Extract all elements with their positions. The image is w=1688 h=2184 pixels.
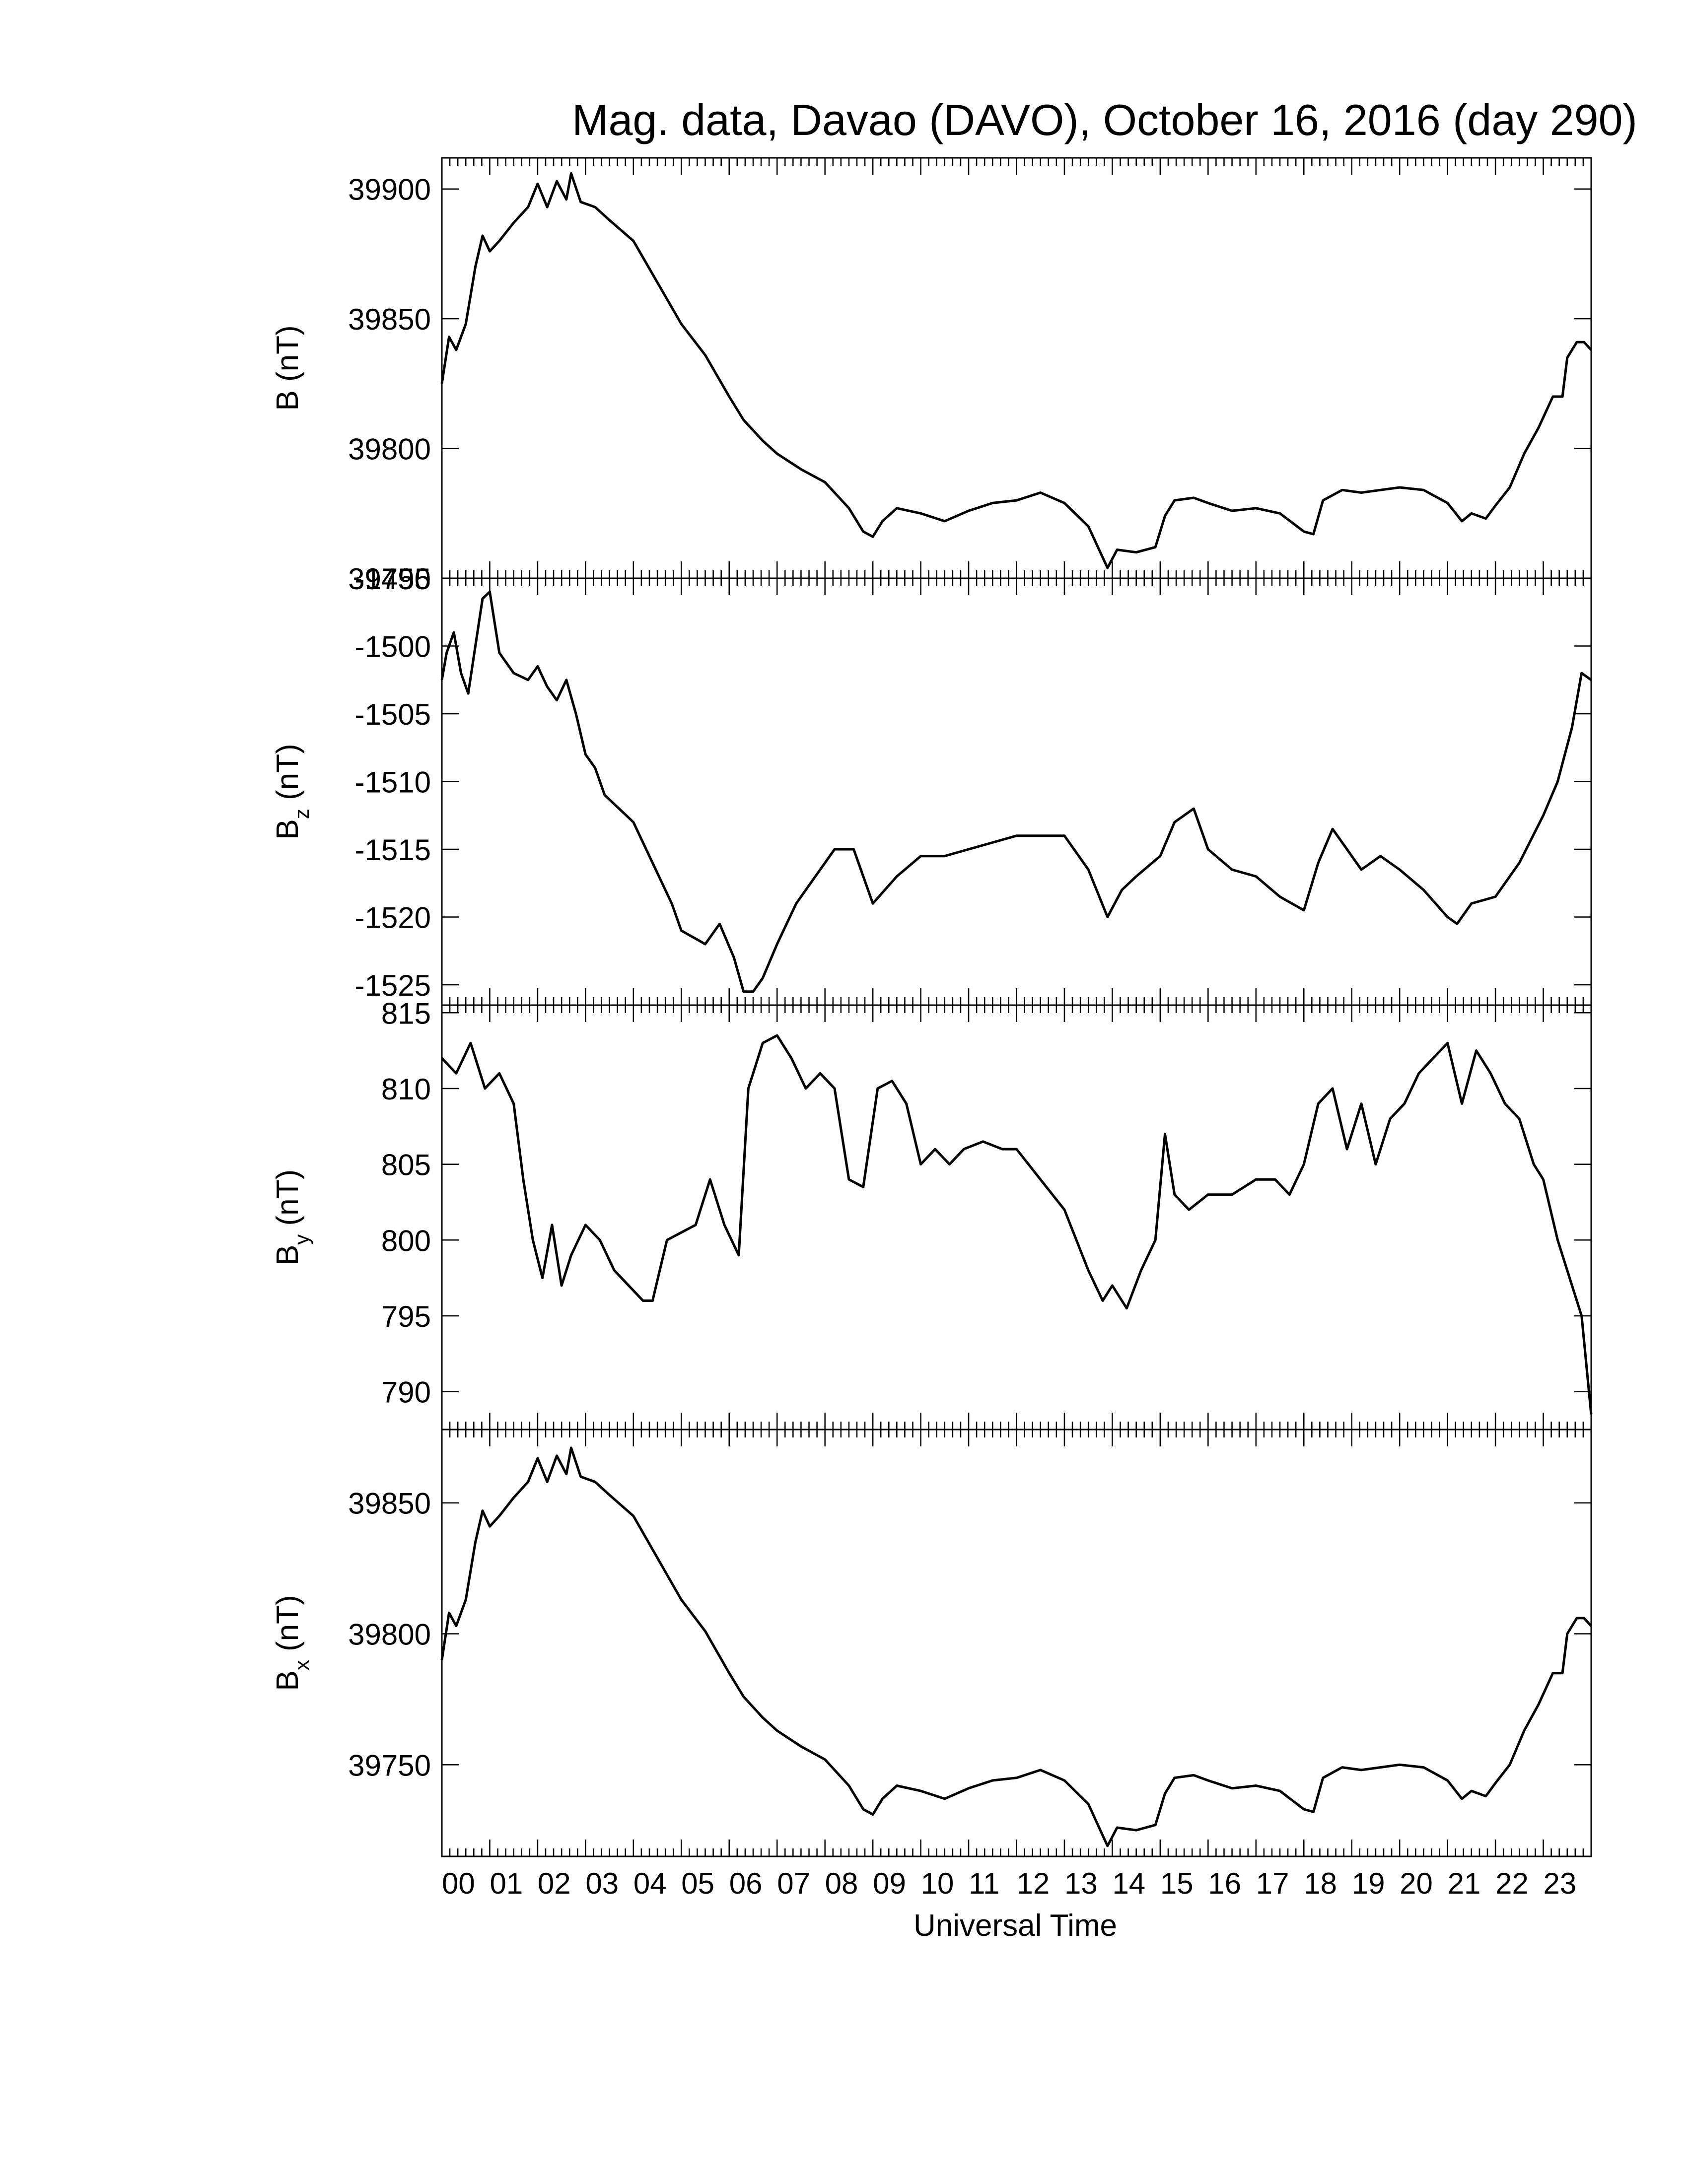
series-line (440, 1446, 1592, 1847)
y-axis-label-main: B (271, 1245, 305, 1265)
x-tick-label: 06 (729, 1867, 763, 1900)
x-tick-label: 03 (585, 1867, 619, 1900)
y-axis-label: B (nT) (271, 325, 305, 410)
series-line (441, 1034, 1593, 1415)
y-tick-label: 39750 (348, 1749, 431, 1782)
x-tick-label: 07 (777, 1867, 810, 1900)
x-tick-label: 10 (921, 1867, 954, 1900)
x-tick-label: 15 (1160, 1867, 1194, 1900)
x-tick-label: 19 (1352, 1867, 1385, 1900)
y-axis-label-unit: (nT) (271, 744, 305, 809)
x-tick-label: 11 (969, 1867, 999, 1900)
y-tick-label: 39750 (348, 562, 431, 596)
y-axis-label: Bz (nT) (271, 744, 313, 839)
y-axis-label-unit: (nT) (271, 1595, 305, 1660)
x-tick-label: 14 (1112, 1867, 1145, 1900)
y-axis-label-unit: (nT) (271, 325, 305, 390)
y-axis-label-unit: (nT) (271, 1169, 305, 1234)
y-axis-label: By (nT) (271, 1169, 313, 1265)
y-axis-label-main: B (271, 1670, 305, 1691)
y-tick-label: 790 (381, 1376, 431, 1409)
y-axis-label-subscript: z (290, 809, 313, 819)
y-tick-label: 810 (381, 1073, 431, 1106)
y-axis-label: Bx (nT) (271, 1595, 313, 1691)
x-tick-label: 23 (1544, 1867, 1577, 1900)
x-tick-label: 02 (538, 1867, 571, 1900)
x-tick-label: 16 (1208, 1867, 1241, 1900)
y-tick-label: 39850 (348, 303, 431, 336)
panel-3: 790 795 800 805 810 815 By (nT) (271, 997, 1593, 1431)
y-tick-label: -1495 (355, 562, 431, 596)
y-axis-label-main: B (271, 390, 305, 410)
y-tick-label: -1500 (355, 630, 431, 664)
y-tick-label: -1525 (355, 969, 431, 1002)
panels-group: 39750 39800 39850 39900 B (nT) -1525 -1520 -151… (271, 157, 1593, 1857)
x-tick-label: 12 (1017, 1867, 1050, 1900)
x-tick-label: 13 (1064, 1867, 1098, 1900)
x-tick-label: 22 (1495, 1867, 1529, 1900)
y-tick-label: 815 (381, 997, 431, 1030)
x-tick-label: 09 (873, 1867, 906, 1900)
y-tick-label: -1515 (355, 833, 431, 867)
chart-title: Mag. data, Davao (DAVO), October 16, 201… (572, 95, 1637, 144)
y-tick-label: 39850 (348, 1487, 431, 1520)
y-tick-label: -1505 (355, 698, 431, 731)
x-tick-label: 21 (1448, 1867, 1481, 1900)
y-tick-label: 795 (381, 1300, 431, 1333)
y-axis-label-subscript: y (290, 1234, 313, 1245)
panel-4: 39750 39800 39850 Bx (nT) (271, 1429, 1592, 1857)
x-tick-label: 04 (633, 1867, 667, 1900)
y-tick-label: 39900 (348, 173, 431, 206)
y-tick-label: -1510 (355, 766, 431, 799)
x-tick-label: 18 (1304, 1867, 1337, 1900)
x-axis-group: 00 01 02 03 04 05 06 07 08 09 10 11 12 13 14 15 16 17 18 19… (442, 1867, 1576, 1900)
y-tick-label: 39800 (348, 1618, 431, 1651)
y-tick-label: 805 (381, 1149, 431, 1182)
x-tick-label: 05 (681, 1867, 714, 1900)
x-tick-label: 17 (1256, 1867, 1289, 1900)
y-tick-label: -1520 (355, 901, 431, 935)
x-tick-label: 00 (442, 1867, 475, 1900)
x-tick-label: 20 (1400, 1867, 1433, 1900)
x-axis-label: Universal Time (914, 1909, 1117, 1943)
panel-1: 39750 39800 39850 39900 B (nT) (271, 157, 1592, 596)
series-line (440, 590, 1592, 993)
y-tick-label: 39800 (348, 433, 431, 466)
series-line (440, 172, 1592, 569)
x-tick-label: 08 (825, 1867, 858, 1900)
x-tick-label: 01 (490, 1867, 523, 1900)
y-tick-label: 800 (381, 1224, 431, 1257)
y-axis-label-main: B (271, 819, 305, 839)
y-axis-label-subscript: x (290, 1660, 313, 1670)
